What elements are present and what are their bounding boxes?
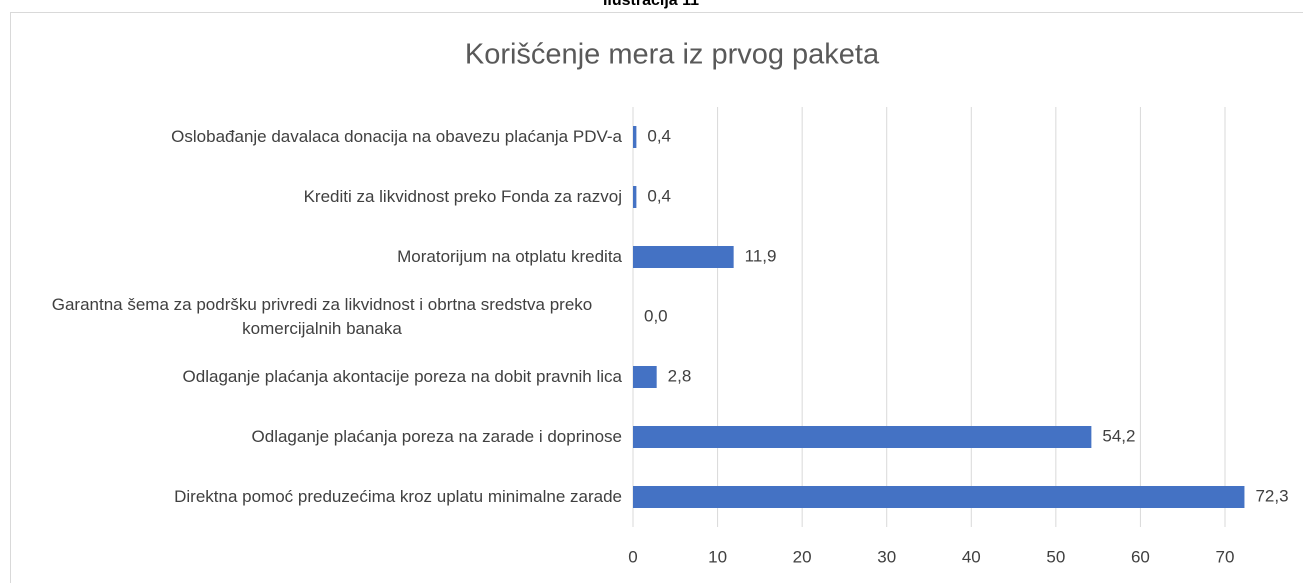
header: Ilustracija 11 xyxy=(603,0,699,9)
x-tick-label: 30 xyxy=(877,547,896,566)
data-label: 2,8 xyxy=(668,366,692,385)
bar xyxy=(633,246,734,268)
x-tick-label: 10 xyxy=(708,547,727,566)
y-tick-label: Direktna pomoć preduzećima kroz uplatu m… xyxy=(174,487,622,506)
bar xyxy=(633,486,1245,508)
y-tick-label: Oslobađanje davalaca donacija na obavezu… xyxy=(171,127,622,146)
x-tick-label: 70 xyxy=(1216,547,1235,566)
y-tick-label: Moratorijum na otplatu kredita xyxy=(397,247,622,266)
y-tick-label: Krediti za likvidnost preko Fonda za raz… xyxy=(303,187,622,206)
data-label: 72,3 xyxy=(1255,486,1288,505)
y-tick-label: Odlaganje plaćanja poreza na zarade i do… xyxy=(251,427,622,446)
x-tick-label: 20 xyxy=(793,547,812,566)
chart-border xyxy=(10,12,1303,583)
bar xyxy=(633,366,657,388)
data-label: 0,0 xyxy=(644,306,668,325)
x-tick-label: 60 xyxy=(1131,547,1150,566)
bar xyxy=(633,126,637,148)
x-tick-label: 50 xyxy=(1046,547,1065,566)
bar xyxy=(633,426,1092,448)
x-tick-label: 0 xyxy=(628,547,637,566)
data-label: 0,4 xyxy=(647,126,671,145)
bar xyxy=(633,186,637,208)
x-tick-label: 40 xyxy=(962,547,981,566)
data-label: 0,4 xyxy=(647,186,671,205)
data-label: 11,9 xyxy=(745,246,777,265)
data-label: 54,2 xyxy=(1102,426,1135,445)
y-tick-label: Garantna šema za podršku privredi za lik… xyxy=(51,295,593,338)
y-tick-label: Odlaganje plaćanja akontacije poreza na … xyxy=(182,367,622,386)
chart-title: Korišćenje mera iz prvog paketa xyxy=(465,39,880,71)
